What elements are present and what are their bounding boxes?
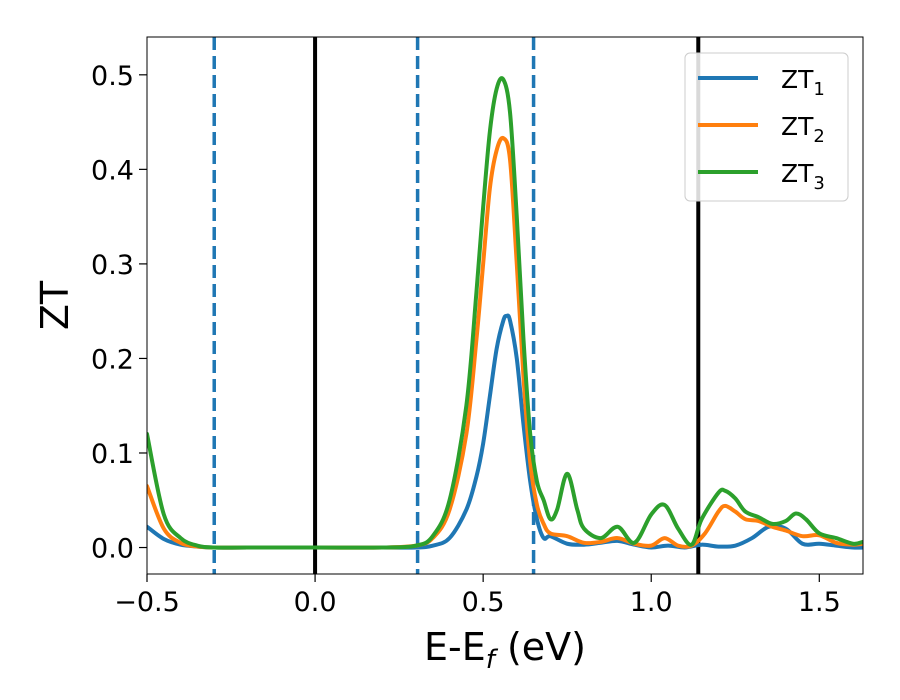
legend-label-main: ZT bbox=[781, 65, 814, 94]
y-tick-label: 0.3 bbox=[91, 250, 134, 281]
series-lines bbox=[147, 76, 863, 550]
x-axis-ticks: −0.5 0.0 0.5 1.0 1.5 bbox=[114, 574, 841, 618]
x-tick-label: −0.5 bbox=[114, 587, 180, 618]
y-axis-title: ZT bbox=[33, 280, 77, 330]
x-tick-label: 1.0 bbox=[630, 587, 673, 618]
y-tick-label: 0.4 bbox=[91, 155, 134, 186]
x-tick-label: 0.0 bbox=[294, 587, 337, 618]
legend-label-main: ZT bbox=[781, 112, 814, 141]
plot-frame bbox=[146, 36, 864, 575]
legend-box bbox=[684, 52, 849, 202]
y-axis-ticks: 0.0 0.1 0.2 0.3 0.4 0.5 bbox=[91, 61, 147, 565]
legend-label-sub: 2 bbox=[813, 126, 824, 147]
y-tick-label: 0.5 bbox=[91, 61, 134, 92]
x-axis-title-main: E-E bbox=[424, 625, 486, 669]
legend-label-sub: 1 bbox=[813, 79, 824, 100]
x-axis-title: E-Ef (eV) bbox=[424, 625, 586, 675]
legend-label-zt2: ZT2 bbox=[781, 112, 825, 147]
x-tick-label: 0.5 bbox=[462, 587, 505, 618]
legend-label-zt3: ZT3 bbox=[781, 159, 825, 194]
x-axis-title-tail: (eV) bbox=[495, 625, 586, 669]
legend-label-zt1: ZT1 bbox=[781, 65, 825, 100]
legend-label-main: ZT bbox=[781, 159, 814, 188]
x-tick-label: 1.5 bbox=[798, 587, 841, 618]
y-tick-label: 0.2 bbox=[91, 344, 134, 375]
series-line-zt1 bbox=[147, 313, 863, 550]
y-tick-label: 0.0 bbox=[91, 534, 134, 565]
y-tick-label: 0.1 bbox=[91, 439, 134, 470]
series-line-zt3 bbox=[147, 76, 863, 550]
legend-label-sub: 3 bbox=[813, 173, 824, 194]
